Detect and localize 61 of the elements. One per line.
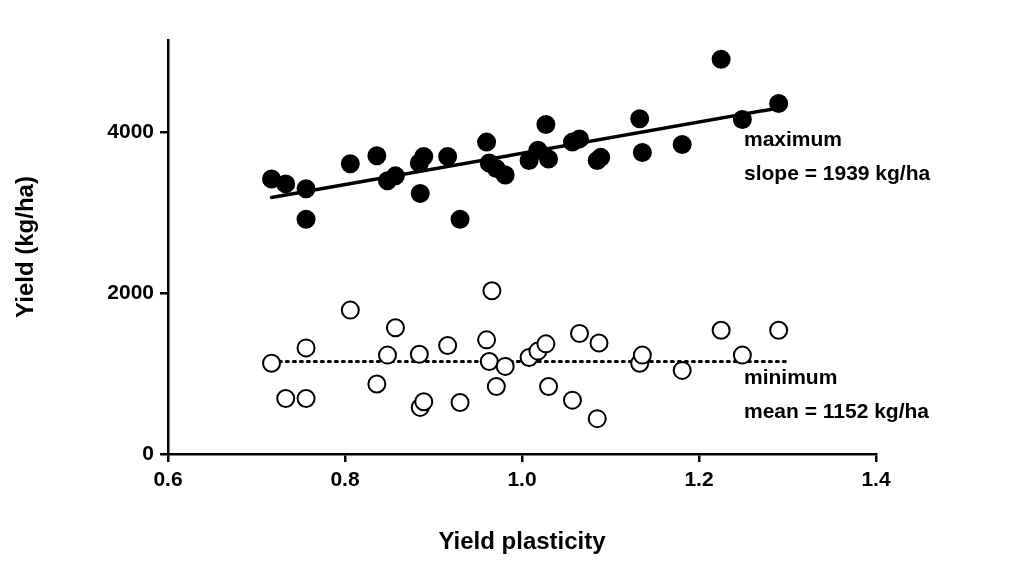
point	[367, 146, 387, 166]
point	[340, 300, 360, 320]
point	[477, 330, 497, 350]
point	[539, 149, 559, 169]
point	[732, 345, 752, 365]
point	[495, 165, 515, 185]
point	[632, 345, 652, 365]
point	[450, 209, 470, 229]
point	[410, 184, 430, 204]
x-tick-label: 1.0	[507, 467, 537, 491]
point	[385, 318, 405, 338]
point	[769, 320, 789, 340]
point	[672, 135, 692, 155]
point	[276, 389, 296, 409]
y-axis-title: Yield (kg/ha)	[11, 176, 39, 318]
point	[409, 344, 429, 364]
point	[769, 94, 789, 114]
annotation: minimum mean = 1152 kg/ha	[744, 364, 930, 422]
point	[486, 376, 506, 396]
point	[482, 281, 502, 301]
point	[477, 132, 497, 152]
point	[296, 179, 316, 199]
point	[632, 143, 652, 163]
annotation: maximum slope = 1939 kg/ha	[744, 126, 931, 184]
point	[570, 323, 590, 343]
point	[438, 147, 458, 167]
point	[385, 166, 405, 186]
point	[672, 360, 692, 380]
point	[414, 147, 434, 167]
point	[377, 345, 397, 365]
point	[340, 154, 360, 174]
point	[276, 174, 296, 194]
x-tick-label: 1.2	[684, 467, 714, 491]
point	[262, 353, 282, 373]
x-tick-label: 0.6	[153, 467, 183, 491]
point	[589, 333, 609, 353]
point	[630, 109, 650, 129]
point	[450, 393, 470, 413]
point	[732, 110, 752, 130]
point	[495, 356, 515, 376]
point	[536, 114, 556, 134]
point	[296, 338, 316, 358]
point	[296, 209, 316, 229]
point	[570, 129, 590, 149]
point	[296, 389, 316, 409]
x-axis-title: Yield plasticity	[438, 527, 607, 555]
point	[479, 352, 499, 372]
y-tick-label: 0	[142, 440, 154, 464]
point	[562, 390, 582, 410]
point	[711, 49, 731, 69]
point	[367, 374, 387, 394]
y-tick-label: 2000	[107, 280, 154, 304]
point	[414, 392, 434, 412]
x-tick-label: 1.4	[861, 467, 891, 491]
point	[539, 376, 559, 396]
point	[536, 334, 556, 354]
x-tick-label: 0.8	[330, 467, 360, 491]
y-tick-label: 4000	[107, 119, 154, 143]
point	[587, 409, 607, 429]
point	[711, 320, 731, 340]
point	[438, 335, 458, 355]
